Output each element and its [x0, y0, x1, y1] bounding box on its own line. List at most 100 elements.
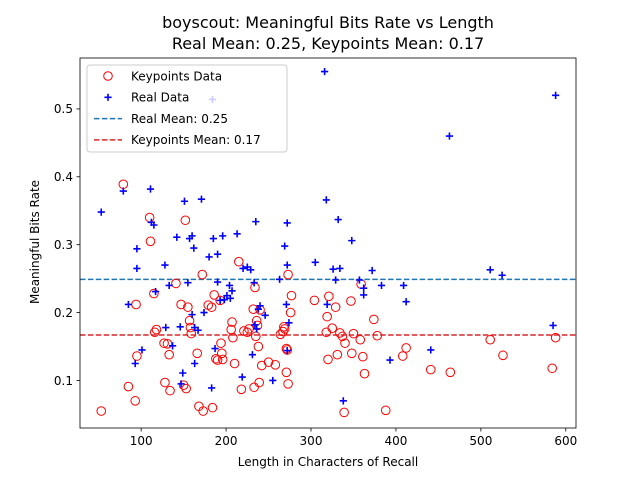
real-marker [261, 311, 269, 319]
real-marker [549, 321, 557, 330]
series-keypoints [96, 179, 561, 418]
keypoint-marker [330, 302, 341, 312]
keypoint-marker [340, 338, 350, 348]
keypoint-marker [130, 396, 141, 406]
real-marker [188, 232, 196, 240]
keypoint-marker [346, 296, 356, 306]
real-marker [334, 215, 342, 224]
keypoint-marker [278, 326, 288, 337]
keypoint-marker [335, 328, 345, 338]
real-marker [285, 319, 293, 327]
x-axis-label: Length in Characters of Recall [238, 455, 418, 469]
keypoint-marker [164, 349, 174, 360]
x-tick-label: 300 [300, 434, 323, 448]
keypoint-marker [372, 330, 383, 341]
keypoint-marker [236, 384, 247, 395]
keypoint-marker [197, 269, 208, 280]
keypoint-marker [547, 363, 558, 374]
real-marker [200, 308, 208, 317]
keypoint-marker [227, 317, 237, 327]
real-marker [238, 373, 246, 381]
keypoint-marker [281, 367, 292, 378]
keypoint-marker [485, 334, 496, 345]
real-marker [252, 218, 260, 226]
keypoint-marker [346, 348, 357, 359]
real-marker [321, 67, 329, 76]
real-marker [197, 195, 206, 203]
keypoint-marker [309, 295, 320, 306]
real-marker [239, 264, 247, 273]
real-marker [226, 294, 234, 302]
real-marker [205, 253, 213, 261]
y-tick-label: 0.4 [54, 170, 73, 184]
keypoint-marker [206, 302, 217, 312]
real-marker [336, 264, 344, 273]
real-marker [151, 287, 160, 296]
keypoint-marker [263, 357, 274, 367]
real-marker [228, 287, 236, 295]
keypoint-marker [123, 381, 134, 392]
real-marker [486, 266, 494, 274]
real-marker [281, 242, 289, 250]
keypoint-marker [216, 338, 226, 348]
real-marker [332, 276, 340, 284]
keypoint-marker [283, 379, 293, 389]
legend-label: Keypoints Data [131, 69, 222, 83]
data-points [96, 67, 561, 418]
real-marker [360, 284, 368, 292]
real-marker [180, 197, 189, 205]
real-marker [402, 298, 410, 306]
keypoint-marker [282, 345, 293, 355]
keypoint-marker [159, 338, 169, 348]
real-marker [225, 281, 234, 290]
legend-marker-circle [103, 71, 113, 81]
keypoint-marker [550, 332, 561, 343]
keypoint-marker [171, 278, 181, 289]
real-marker [177, 380, 185, 388]
keypoint-marker [229, 358, 240, 369]
real-marker [282, 300, 290, 309]
real-marker [188, 311, 196, 319]
legend-label: Real Data [131, 91, 189, 105]
keypoint-marker [359, 368, 370, 379]
keypoint-marker [253, 341, 264, 352]
real-marker [161, 261, 169, 269]
keypoint-marker [327, 323, 338, 334]
keypoint-marker [217, 348, 227, 359]
keypoint-marker [145, 236, 156, 247]
legend-item: Keypoints Data [103, 69, 222, 83]
x-tick-label: 100 [130, 434, 153, 448]
real-marker [97, 208, 105, 216]
x-tick-label: 600 [554, 434, 577, 448]
keypoint-marker [281, 343, 292, 354]
real-marker [184, 279, 192, 287]
keypoint-marker [250, 282, 260, 293]
keypoint-marker [228, 332, 238, 343]
real-marker [283, 347, 291, 355]
keypoint-marker [324, 291, 334, 302]
keypoint-marker [337, 331, 348, 342]
keypoint-marker [332, 349, 343, 360]
chart-title-line1: boyscout: Meaningful Bits Rate vs Length [162, 13, 494, 32]
y-tick-label: 0.5 [54, 102, 73, 116]
real-marker [213, 250, 222, 258]
real-marker [165, 281, 173, 290]
real-marker [329, 265, 337, 273]
real-marker [247, 266, 255, 274]
y-axis-label: Meaningful Bits Rate [28, 180, 42, 304]
keypoint-marker [348, 328, 359, 339]
keypoint-marker [369, 314, 379, 325]
real-marker [173, 233, 181, 241]
keypoint-marker [397, 351, 408, 361]
keypoint-marker [183, 302, 193, 312]
keypoint-marker [180, 215, 191, 226]
y-tick-label: 0.2 [54, 306, 73, 320]
keypoint-marker [244, 324, 254, 334]
real-marker [552, 91, 560, 99]
real-marker [133, 245, 141, 253]
keypoint-marker [132, 351, 142, 361]
real-marker [250, 279, 258, 287]
real-marker [348, 237, 356, 245]
keypoint-marker [380, 405, 391, 416]
